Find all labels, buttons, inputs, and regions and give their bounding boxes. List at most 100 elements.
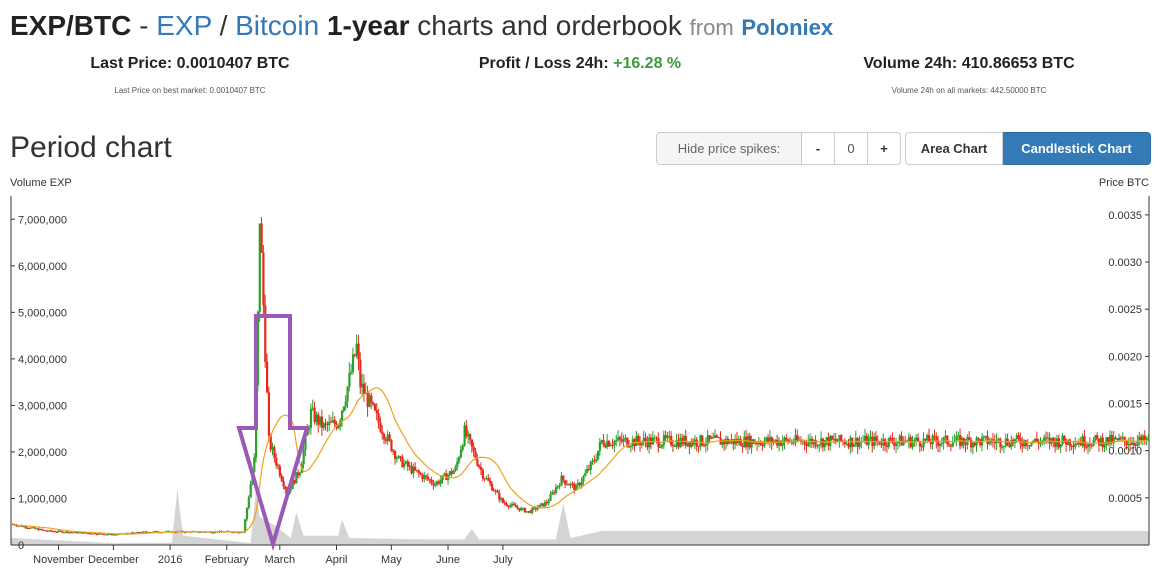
candle-down <box>677 439 680 448</box>
candle-down <box>44 530 47 532</box>
candle-up <box>829 435 832 446</box>
candle-down <box>770 437 773 443</box>
candle-down <box>880 444 883 446</box>
candle-down <box>964 443 967 446</box>
candle-up <box>926 435 929 441</box>
candle-up <box>35 528 38 530</box>
candle-up <box>895 443 898 446</box>
candle-up <box>679 437 682 448</box>
quote-currency-link[interactable]: Bitcoin <box>235 10 320 41</box>
candle-up <box>556 485 559 488</box>
candle-down <box>831 435 834 440</box>
candle-down <box>655 437 658 439</box>
candle-down <box>573 483 576 490</box>
candle-down <box>803 440 806 444</box>
candle-down <box>840 435 843 441</box>
candle-up <box>728 441 731 444</box>
candle-up <box>617 437 620 441</box>
candle-down <box>487 478 490 481</box>
candle-down <box>231 532 234 534</box>
candle-up <box>944 435 947 438</box>
volume-tick-label: 5,000,000 <box>18 307 67 319</box>
candle-up <box>783 437 786 443</box>
candle-down <box>949 445 953 447</box>
right-axis-label: Price BTC <box>1099 177 1149 189</box>
candle-down <box>472 446 475 452</box>
candle-down <box>390 439 393 451</box>
candle-down <box>61 531 64 533</box>
candle-down <box>1072 445 1075 447</box>
candle-down <box>474 451 477 459</box>
area-chart-button[interactable]: Area Chart <box>905 132 1003 165</box>
candle-down <box>406 461 410 467</box>
candle-down <box>1024 440 1028 446</box>
candle-up <box>832 438 836 440</box>
candle-up <box>960 437 964 446</box>
candle-up <box>863 435 867 442</box>
candle-down <box>320 416 324 428</box>
price-tick-label: 0.0035 <box>1108 210 1142 222</box>
last-price-value: 0.0010407 BTC <box>176 55 290 72</box>
candle-down <box>156 531 159 533</box>
candle-down <box>278 466 282 476</box>
candle-down <box>46 530 49 532</box>
candle-up <box>1138 436 1141 441</box>
candle-down <box>1065 441 1068 445</box>
axes-layer: 0 1,000,000 2,000,000 3,000,000 4,000,000 5,0… <box>10 196 1150 566</box>
candle-up <box>591 460 594 462</box>
last-price-stat: Last Price: 0.0010407 BTC Last Price on … <box>10 54 370 95</box>
candle-up <box>547 500 550 504</box>
title-period: 1-year <box>326 10 410 41</box>
candle-down <box>924 438 927 441</box>
exchange-link[interactable]: Poloniex <box>741 15 834 40</box>
candle-down <box>1107 437 1110 444</box>
base-currency-link[interactable]: EXP <box>156 10 212 41</box>
candle-down <box>637 435 640 442</box>
candle-down <box>33 527 36 529</box>
candle-down <box>419 473 422 475</box>
candle-down <box>671 445 675 447</box>
candle-down <box>553 492 556 494</box>
candle-up <box>554 487 558 494</box>
volume-value: 410.86653 BTC <box>961 55 1075 72</box>
candle-up <box>520 508 523 511</box>
candle-down <box>41 529 44 531</box>
candle-up <box>1081 436 1084 446</box>
candle-up <box>569 483 572 486</box>
candle-down <box>468 434 472 440</box>
moving-average-line <box>12 387 1149 535</box>
candle-down <box>1140 436 1143 441</box>
candle-up <box>825 437 828 441</box>
candlestick-chart-button[interactable]: Candlestick Chart <box>1003 132 1151 165</box>
candle-up <box>434 484 437 486</box>
candle-up <box>812 440 815 445</box>
candle-up <box>721 440 724 445</box>
candle-up <box>1127 443 1130 446</box>
x-tick-label: June <box>436 554 460 566</box>
candle-up <box>105 534 108 536</box>
candle-up <box>823 440 826 448</box>
candle-down <box>973 442 976 446</box>
candle-up <box>543 502 547 507</box>
candle-down <box>384 439 388 442</box>
candle-down <box>428 479 431 481</box>
candle-up <box>1061 435 1064 445</box>
candle-down <box>55 531 58 533</box>
candle-down <box>145 531 148 533</box>
candle-down <box>282 480 285 487</box>
candle-up <box>710 437 713 439</box>
candle-down <box>326 423 329 426</box>
candle-down <box>450 471 453 474</box>
candle-up <box>913 440 916 442</box>
spikes-decrease-button[interactable]: - <box>802 132 835 165</box>
candle-down <box>979 439 982 446</box>
candle-up <box>714 435 717 438</box>
candle-up <box>615 440 618 442</box>
candle-up <box>408 465 411 467</box>
candle-down <box>874 436 878 441</box>
title-dash: - <box>139 10 149 41</box>
spikes-increase-button[interactable]: + <box>868 132 901 165</box>
candle-down <box>317 414 320 425</box>
candle-down <box>745 436 748 448</box>
candle-down <box>565 484 569 486</box>
